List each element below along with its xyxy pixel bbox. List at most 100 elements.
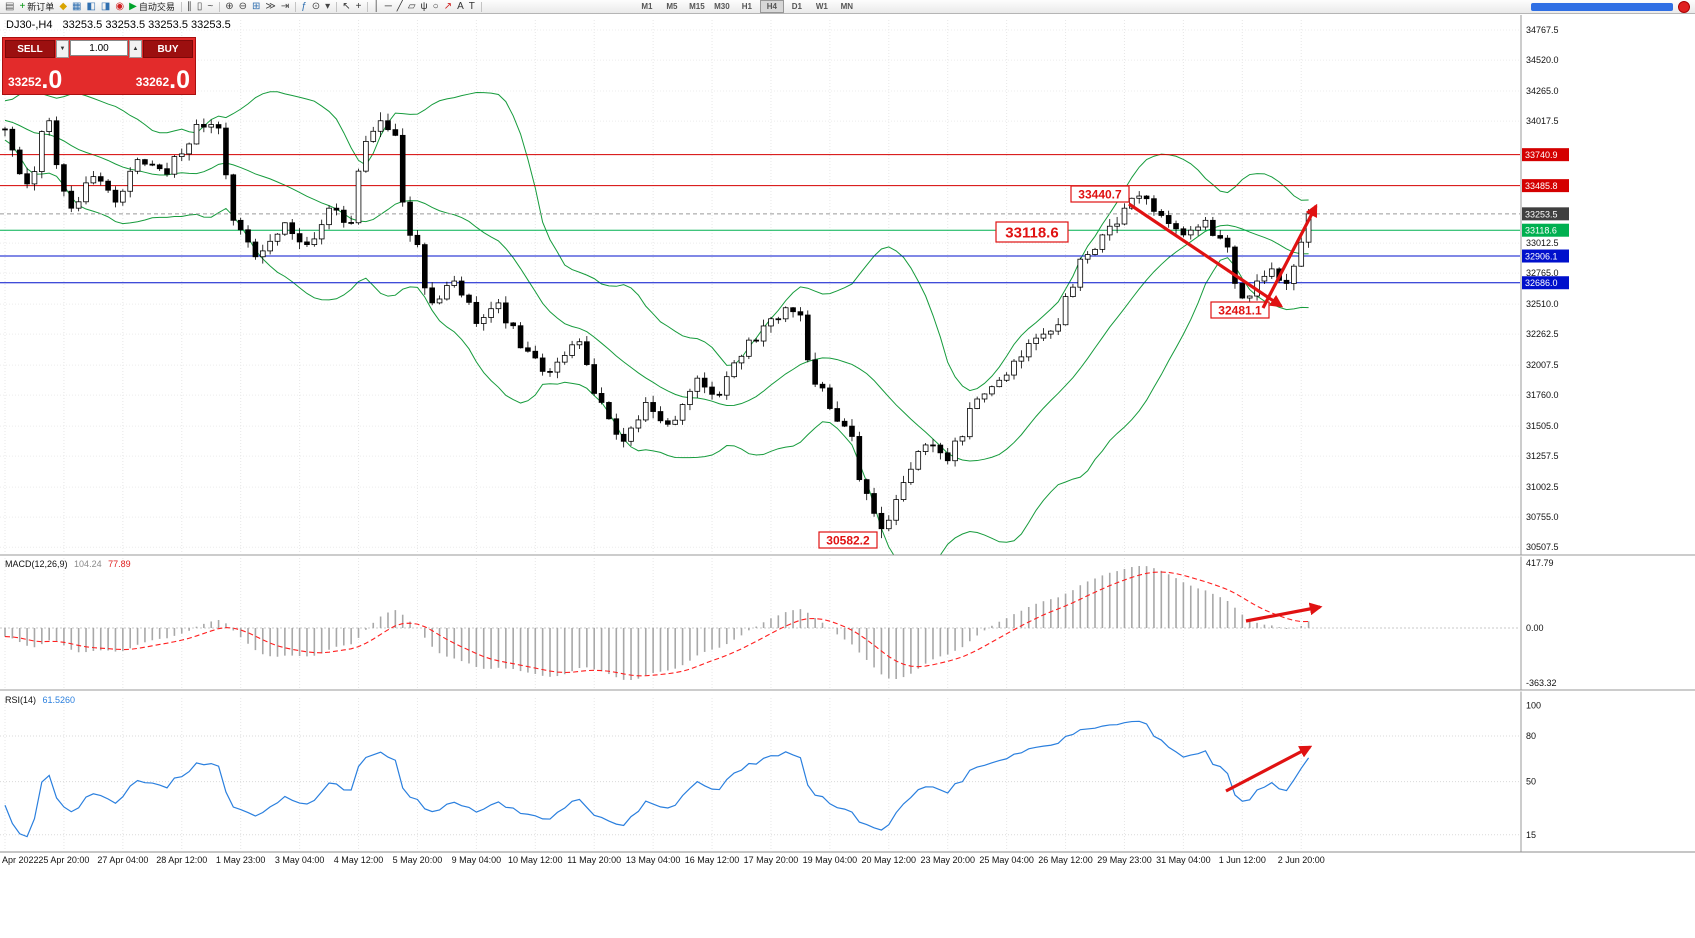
svg-text:0.00: 0.00 bbox=[1526, 623, 1544, 633]
svg-text:1 May 23:00: 1 May 23:00 bbox=[216, 855, 266, 865]
buy-button[interactable]: BUY bbox=[143, 40, 193, 58]
chart-title: DJ30-,H4 33253.5 33253.5 33253.5 33253.5 bbox=[6, 19, 231, 31]
crosshair-icon[interactable]: + bbox=[354, 1, 364, 13]
price-annotation-box[interactable] bbox=[1070, 185, 1130, 203]
price-annotation-box[interactable] bbox=[995, 221, 1069, 243]
vertical-line-icon: │ bbox=[373, 0, 380, 12]
periods-icon[interactable]: ⊙ bbox=[310, 1, 322, 13]
horizontal-levels[interactable] bbox=[0, 154, 1520, 284]
trendline-icon: ╱ bbox=[396, 0, 403, 12]
cursor-icon[interactable]: ↖ bbox=[340, 1, 352, 13]
caret-down-icon: ▼ bbox=[59, 46, 66, 52]
svg-text:33485.8: 33485.8 bbox=[1525, 181, 1558, 191]
svg-text:32686.0: 32686.0 bbox=[1525, 278, 1558, 288]
label-icon[interactable]: T bbox=[467, 1, 477, 13]
price-annotation-box[interactable] bbox=[1210, 301, 1270, 319]
fibonacci-icon[interactable]: ψ bbox=[419, 1, 430, 13]
sell-button[interactable]: SELL bbox=[5, 40, 55, 58]
alerts-icon: ◉ bbox=[115, 0, 125, 12]
panel-separators[interactable] bbox=[0, 554, 1695, 853]
sell-price[interactable]: 33252 .0 bbox=[8, 68, 62, 93]
buy-price[interactable]: 33262 .0 bbox=[135, 68, 190, 93]
indicators-icon[interactable]: ƒ bbox=[299, 1, 309, 13]
trend-arrow[interactable] bbox=[1225, 745, 1313, 793]
market-watch-icon[interactable]: ▦ bbox=[70, 1, 83, 13]
trendline-icon[interactable]: ╱ bbox=[395, 1, 405, 13]
svg-text:25 May 04:00: 25 May 04:00 bbox=[979, 855, 1034, 865]
volume-input[interactable] bbox=[70, 40, 128, 56]
notification-badge[interactable] bbox=[1678, 0, 1690, 13]
horizontal-line-icon[interactable]: ─ bbox=[383, 1, 394, 13]
svg-text:32906.1: 32906.1 bbox=[1525, 252, 1558, 262]
svg-text:-363.32: -363.32 bbox=[1526, 678, 1557, 688]
svg-text:32007.5: 32007.5 bbox=[1526, 360, 1559, 370]
zoom-out-icon[interactable]: ⊖ bbox=[237, 1, 249, 13]
shapes-icon[interactable]: ○ bbox=[431, 1, 441, 13]
timeframe-mn[interactable]: MN bbox=[840, 2, 854, 11]
bar-chart-mode-icon[interactable]: ∥ bbox=[185, 1, 194, 13]
annotations[interactable]: 33440.7 33118.6 32481.1 30582.2 bbox=[818, 185, 1323, 793]
price-axis[interactable]: 34767.5 34520.0 34265.0 34017.5 33012.5 32765… bbox=[1520, 15, 1695, 852]
new-order-button[interactable]: + 新订单 bbox=[17, 1, 56, 13]
chart-window-icon[interactable]: ▤ bbox=[3, 1, 16, 13]
market-watch-icon: ▦ bbox=[72, 0, 82, 12]
candlestick-mode-icon[interactable]: ▯ bbox=[195, 1, 205, 13]
trend-arrow[interactable] bbox=[1128, 202, 1284, 308]
indicators-icon: ƒ bbox=[301, 0, 307, 12]
arrows-icon[interactable]: ↗ bbox=[442, 1, 454, 13]
svg-text:17 May 20:00: 17 May 20:00 bbox=[744, 855, 799, 865]
chart-shift-icon[interactable]: ⇥ bbox=[279, 1, 291, 13]
tile-windows-icon[interactable]: ⊞ bbox=[250, 1, 262, 13]
alerts-icon[interactable]: ◉ bbox=[113, 1, 126, 13]
templates-icon[interactable]: ▾ bbox=[323, 1, 332, 13]
timeframe-d1[interactable]: D1 bbox=[791, 2, 802, 11]
timeframe-m15[interactable]: M15 bbox=[689, 2, 705, 11]
zoom-in-icon[interactable]: ⊕ bbox=[223, 1, 235, 13]
volume-decrease-button[interactable]: ▼ bbox=[56, 40, 69, 58]
toolbar-separator bbox=[295, 1, 297, 12]
toolbar-separator bbox=[219, 1, 221, 12]
svg-text:4 May 12:00: 4 May 12:00 bbox=[334, 855, 384, 865]
profiles-icon[interactable]: ◆ bbox=[57, 1, 69, 13]
terminal-icon[interactable]: ◨ bbox=[99, 1, 112, 13]
auto-scroll-icon: ≫ bbox=[265, 0, 276, 12]
line-chart-mode-icon[interactable]: ~ bbox=[205, 1, 215, 13]
timeframe-m1[interactable]: M1 bbox=[641, 2, 653, 11]
chart-window-icon: ▤ bbox=[5, 0, 15, 12]
svg-text:32481.1: 32481.1 bbox=[1218, 303, 1262, 317]
channel-icon[interactable]: ▱ bbox=[406, 1, 418, 13]
svg-text:2 Jun 20:00: 2 Jun 20:00 bbox=[1278, 855, 1325, 865]
trade-controls-row: SELL ▼ ▲ BUY bbox=[5, 40, 193, 58]
svg-text:33012.5: 33012.5 bbox=[1526, 238, 1559, 248]
autotrading-button[interactable]: ▶ 自动交易 bbox=[127, 1, 177, 13]
timeframe-w1[interactable]: W1 bbox=[815, 2, 828, 11]
price-annotation-box[interactable] bbox=[818, 531, 878, 549]
text-icon[interactable]: A bbox=[455, 1, 466, 13]
zoom-in-icon: ⊕ bbox=[225, 0, 234, 12]
timeframe-m5[interactable]: M5 bbox=[666, 2, 678, 11]
periods-icon: ⊙ bbox=[311, 0, 321, 12]
chart-ohlc-values: 33253.5 33253.5 33253.5 33253.5 bbox=[62, 19, 231, 31]
time-axis[interactable]: Apr 2022 25 Apr 20:00 27 Apr 04:00 28 Apr 1… bbox=[2, 855, 1325, 865]
rsi-panel: 100 80 50 15 bbox=[0, 701, 1541, 840]
navigator-icon[interactable]: ◧ bbox=[84, 1, 97, 13]
notification-bar bbox=[1531, 2, 1673, 11]
trend-arrow[interactable] bbox=[1245, 602, 1323, 623]
auto-scroll-icon[interactable]: ≫ bbox=[263, 1, 277, 13]
svg-text:32510.0: 32510.0 bbox=[1526, 299, 1559, 309]
vertical-line-icon[interactable]: │ bbox=[371, 1, 381, 13]
trend-arrow[interactable] bbox=[1261, 203, 1318, 309]
svg-text:33118.6: 33118.6 bbox=[1005, 224, 1058, 241]
timeframe-h1[interactable]: H1 bbox=[741, 2, 752, 11]
toolbar-separator bbox=[336, 1, 338, 12]
grid bbox=[0, 20, 1520, 850]
timeframe-m30[interactable]: M30 bbox=[714, 2, 730, 11]
timeframe-h4[interactable]: H4 bbox=[759, 0, 784, 13]
svg-text:33440.7: 33440.7 bbox=[1078, 187, 1122, 201]
volume-increase-button[interactable]: ▲ bbox=[129, 40, 142, 58]
label-icon: T bbox=[468, 0, 475, 12]
sell-price-main: 33252 bbox=[8, 75, 42, 89]
svg-text:80: 80 bbox=[1526, 731, 1536, 741]
buy-price-main: 33262 bbox=[135, 75, 170, 89]
